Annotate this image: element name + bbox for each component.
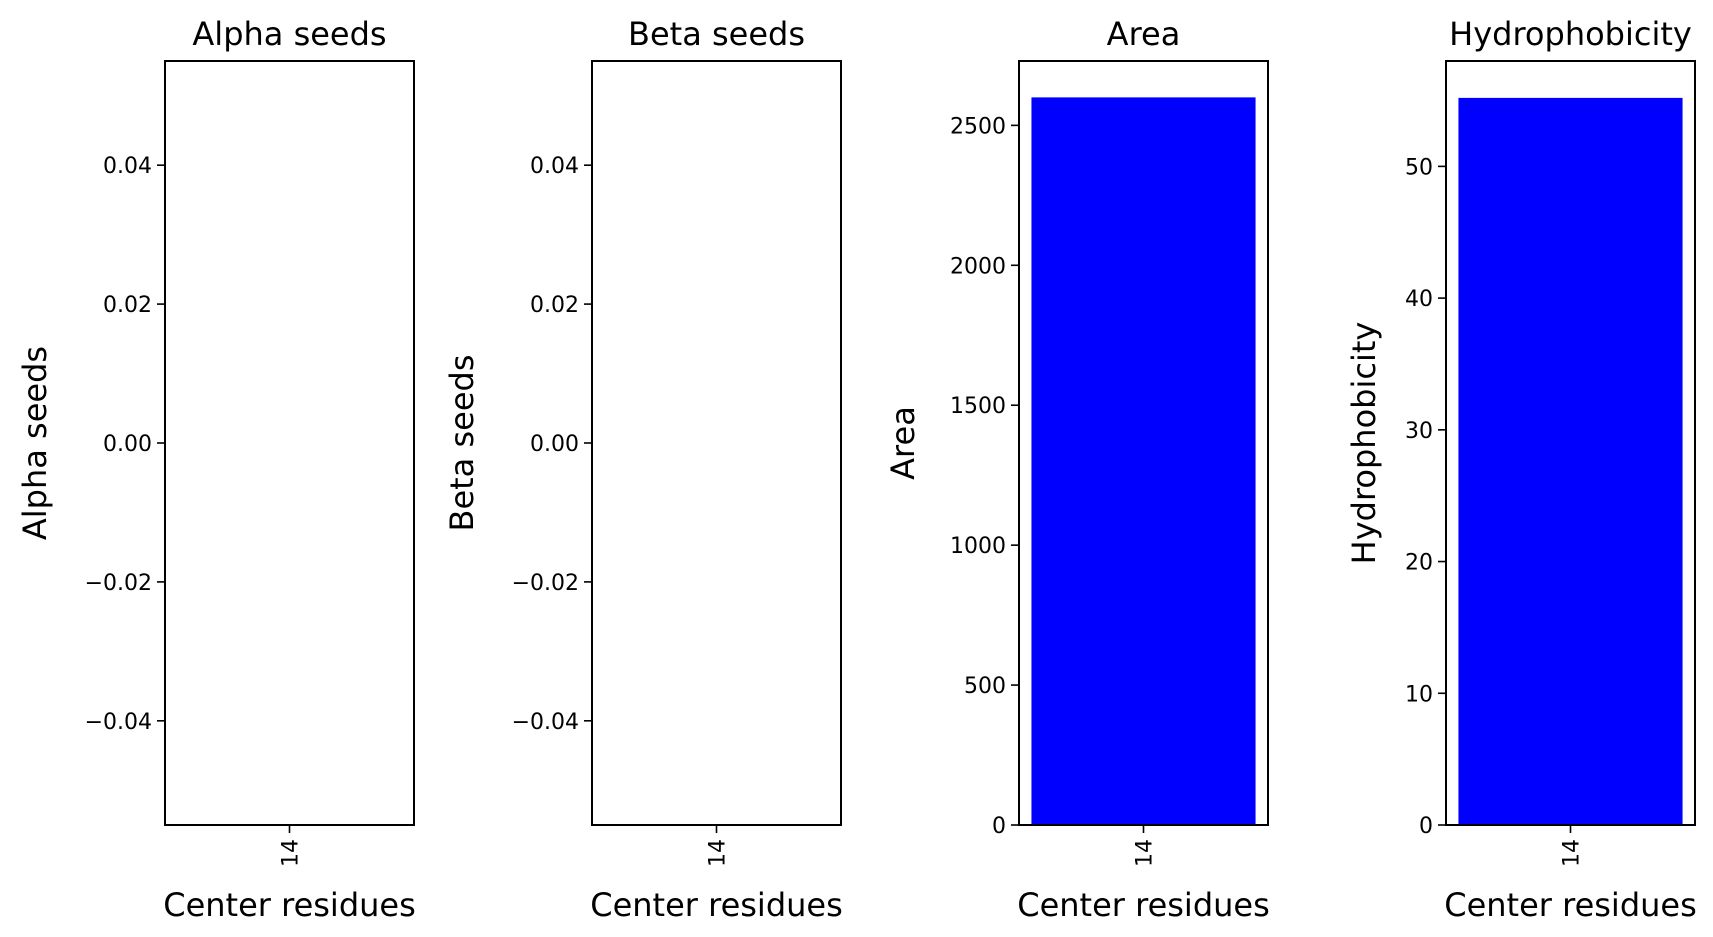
ytick-label-3-5: 2500 — [950, 114, 1006, 139]
y-axis-label-1: Alpha seeds — [16, 346, 54, 540]
x-axis-label-3: Center residues — [1017, 886, 1270, 924]
ytick-label-4-2: 20 — [1405, 551, 1433, 576]
ytick-label-1-2: 0.00 — [103, 432, 152, 457]
x-axis-label-2: Center residues — [590, 886, 843, 924]
ytick-label-3-0: 0 — [992, 814, 1006, 839]
ytick-label-2-4: 0.04 — [530, 154, 579, 179]
chart-title-2: Beta seeds — [628, 15, 805, 53]
chart-title-4: Hydrophobicity — [1449, 15, 1692, 53]
ytick-label-3-1: 500 — [964, 674, 1006, 699]
chart-title-1: Alpha seeds — [192, 15, 386, 53]
xtick-label-2-0: 14 — [706, 839, 731, 867]
y-axis-label-4: Hydrophobicity — [1345, 322, 1383, 565]
ytick-label-1-1: −0.02 — [85, 571, 152, 596]
ytick-label-4-4: 40 — [1405, 287, 1433, 312]
ytick-label-4-3: 30 — [1405, 419, 1433, 444]
plot-frame-1 — [164, 60, 415, 826]
y-axis-label-3: Area — [884, 406, 922, 480]
chart-title-3: Area — [1107, 15, 1181, 53]
ytick-label-1-3: 0.02 — [103, 293, 152, 318]
bar-4-14 — [1458, 97, 1683, 826]
xtick-label-4-0: 14 — [1560, 839, 1585, 867]
xtick-label-3-0: 14 — [1133, 839, 1158, 867]
ytick-label-3-2: 1000 — [950, 534, 1006, 559]
plot-frame-2 — [591, 60, 842, 826]
ytick-label-3-4: 2000 — [950, 254, 1006, 279]
ytick-label-2-2: 0.00 — [530, 432, 579, 457]
xtick-label-1-0: 14 — [279, 839, 304, 867]
ytick-label-1-0: −0.04 — [85, 710, 152, 735]
ytick-label-2-0: −0.04 — [512, 710, 579, 735]
ytick-label-2-3: 0.02 — [530, 293, 579, 318]
x-axis-label-4: Center residues — [1444, 886, 1697, 924]
ytick-label-4-1: 10 — [1405, 682, 1433, 707]
ytick-label-3-3: 1500 — [950, 394, 1006, 419]
ytick-label-4-0: 0 — [1419, 814, 1433, 839]
x-axis-label-1: Center residues — [163, 886, 416, 924]
ytick-label-4-5: 50 — [1405, 155, 1433, 180]
ytick-label-1-4: 0.04 — [103, 154, 152, 179]
ytick-label-2-1: −0.02 — [512, 571, 579, 596]
y-axis-label-2: Beta seeds — [443, 355, 481, 532]
bar-3-14 — [1031, 97, 1256, 825]
